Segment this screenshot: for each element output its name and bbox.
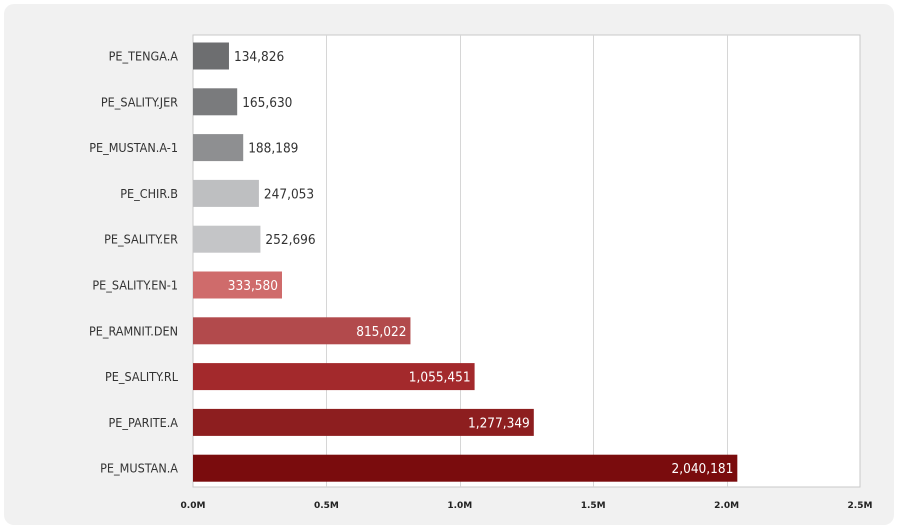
x-tick-label: 1.5M	[581, 501, 606, 511]
x-tick-label: 2.5M	[848, 501, 873, 511]
x-tick-label: 0.0M	[181, 501, 206, 511]
data-label: 1,277,349	[468, 415, 530, 431]
data-label: 247,053	[264, 186, 314, 202]
category-label: PE_TENGA.A	[109, 49, 179, 64]
bar	[193, 134, 244, 162]
x-tick-label: 2.0M	[714, 501, 739, 511]
category-label: PE_SALITY.RL	[105, 369, 179, 384]
category-label: PE_RAMNIT.DEN	[89, 323, 178, 338]
bar	[193, 408, 534, 436]
category-labels: PE_TENGA.A PE_SALITY.JER PE_MUSTAN.A-1 PE_C…	[89, 49, 179, 476]
data-label: 188,189	[248, 141, 298, 157]
data-label: 134,826	[234, 49, 284, 65]
category-label: PE_SALITY.ER	[104, 232, 178, 247]
bar	[193, 363, 475, 391]
bar	[193, 88, 238, 116]
category-label: PE_CHIR.B	[120, 186, 178, 201]
category-label: PE_SALITY.JER	[101, 94, 178, 109]
category-label: PE_SALITY.EN-1	[92, 278, 178, 293]
bar	[193, 225, 261, 253]
data-label: 333,580	[228, 278, 278, 294]
value-labels: 134,826 165,630 188,189 247,053 252,696 333,5…	[228, 49, 734, 477]
data-label: 252,696	[265, 232, 315, 248]
bar	[193, 271, 282, 299]
bar	[193, 179, 259, 207]
data-label: 2,040,181	[672, 461, 734, 477]
data-label: 1,055,451	[409, 370, 471, 386]
bar	[193, 42, 229, 70]
bar	[193, 454, 738, 482]
x-tick-label: 0.5M	[314, 501, 339, 511]
data-label: 165,630	[242, 95, 292, 111]
bar	[193, 317, 411, 345]
category-label: PE_MUSTAN.A-1	[89, 140, 178, 155]
category-label: PE_MUSTAN.A	[100, 461, 178, 476]
bars	[193, 42, 738, 482]
x-tick-labels: 0.0M 0.5M 1.0M 1.5M 2.0M 2.5M	[181, 501, 873, 511]
category-label: PE_PARITE.A	[108, 415, 178, 430]
data-label: 815,022	[356, 324, 406, 340]
x-tick-label: 1.0M	[447, 501, 472, 511]
